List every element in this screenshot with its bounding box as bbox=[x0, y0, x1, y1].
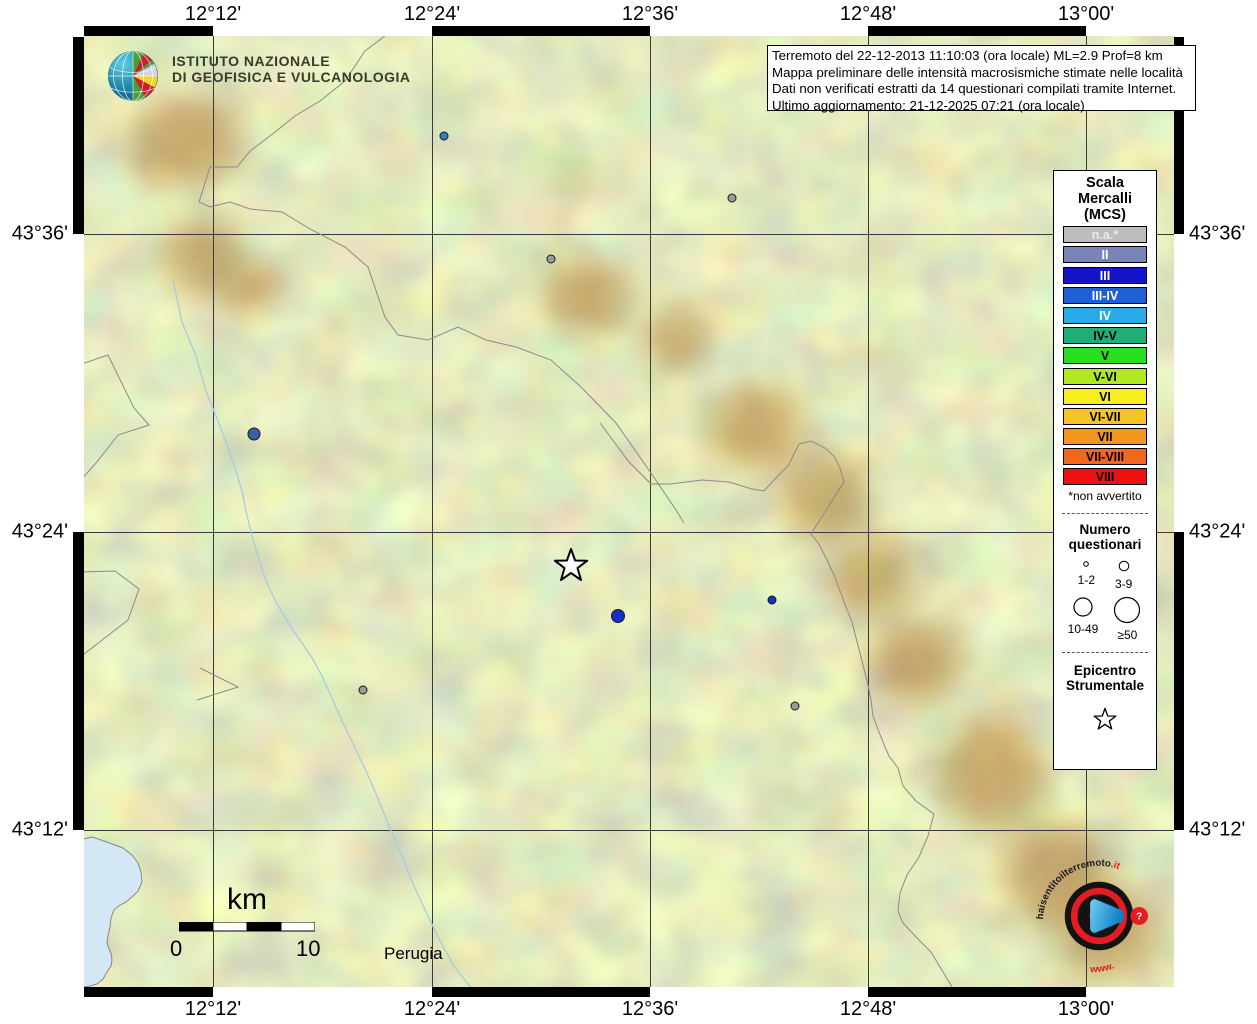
svg-text:www.: www. bbox=[1089, 960, 1116, 975]
svg-text:?: ? bbox=[1136, 912, 1142, 923]
